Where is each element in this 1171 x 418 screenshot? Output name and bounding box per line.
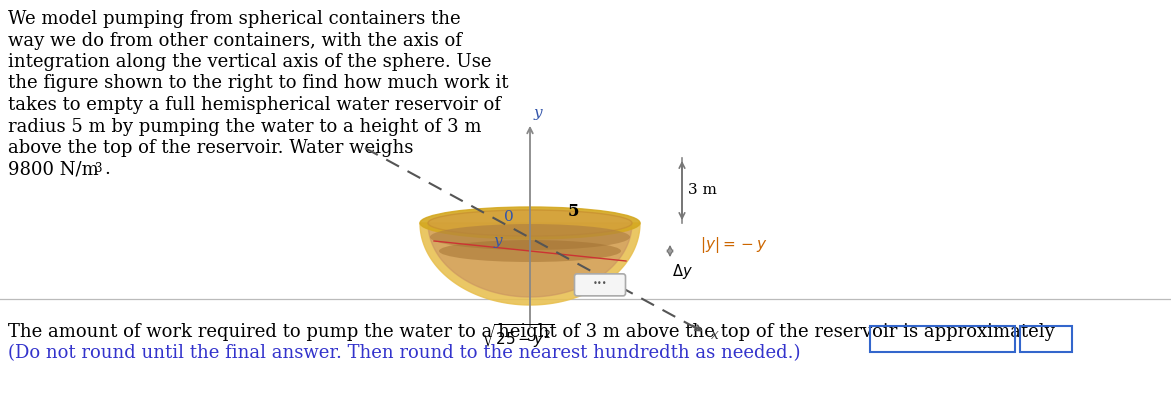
Text: 3: 3: [94, 161, 102, 174]
Text: •••: •••: [593, 279, 608, 288]
Text: 5: 5: [568, 202, 580, 219]
Text: x: x: [711, 328, 719, 342]
Text: 9800 N/m: 9800 N/m: [8, 161, 98, 178]
Ellipse shape: [427, 210, 632, 236]
Text: y: y: [534, 106, 542, 120]
Text: The amount of work required to pump the water to a height of 3 m above the top o: The amount of work required to pump the …: [8, 323, 1055, 341]
Text: .: .: [104, 161, 110, 178]
Text: $\sqrt{25-y^2}$: $\sqrt{25-y^2}$: [481, 323, 555, 350]
Ellipse shape: [439, 240, 621, 262]
Text: above the top of the reservoir. Water weighs: above the top of the reservoir. Water we…: [8, 139, 413, 157]
FancyBboxPatch shape: [575, 274, 625, 296]
Polygon shape: [427, 223, 632, 297]
Text: 3 m: 3 m: [689, 184, 717, 197]
Text: $\Delta y$: $\Delta y$: [672, 262, 693, 281]
Text: integration along the vertical axis of the sphere. Use: integration along the vertical axis of t…: [8, 53, 492, 71]
Text: $|y| = -y$: $|y| = -y$: [700, 235, 768, 255]
Ellipse shape: [430, 224, 630, 250]
Text: 0: 0: [505, 210, 514, 224]
Text: We model pumping from spherical containers the: We model pumping from spherical containe…: [8, 10, 460, 28]
Polygon shape: [420, 223, 641, 305]
Text: way we do from other containers, with the axis of: way we do from other containers, with th…: [8, 31, 461, 49]
Bar: [870, 326, 1015, 352]
Bar: [1020, 326, 1071, 352]
Text: (Do not round until the final answer. Then round to the nearest hundredth as nee: (Do not round until the final answer. Th…: [8, 344, 801, 362]
Ellipse shape: [420, 207, 641, 239]
Text: y: y: [494, 234, 502, 248]
Text: radius 5 m by pumping the water to a height of 3 m: radius 5 m by pumping the water to a hei…: [8, 117, 481, 135]
Text: takes to empty a full hemispherical water reservoir of: takes to empty a full hemispherical wate…: [8, 96, 501, 114]
Text: the figure shown to the right to find how much work it: the figure shown to the right to find ho…: [8, 74, 508, 92]
